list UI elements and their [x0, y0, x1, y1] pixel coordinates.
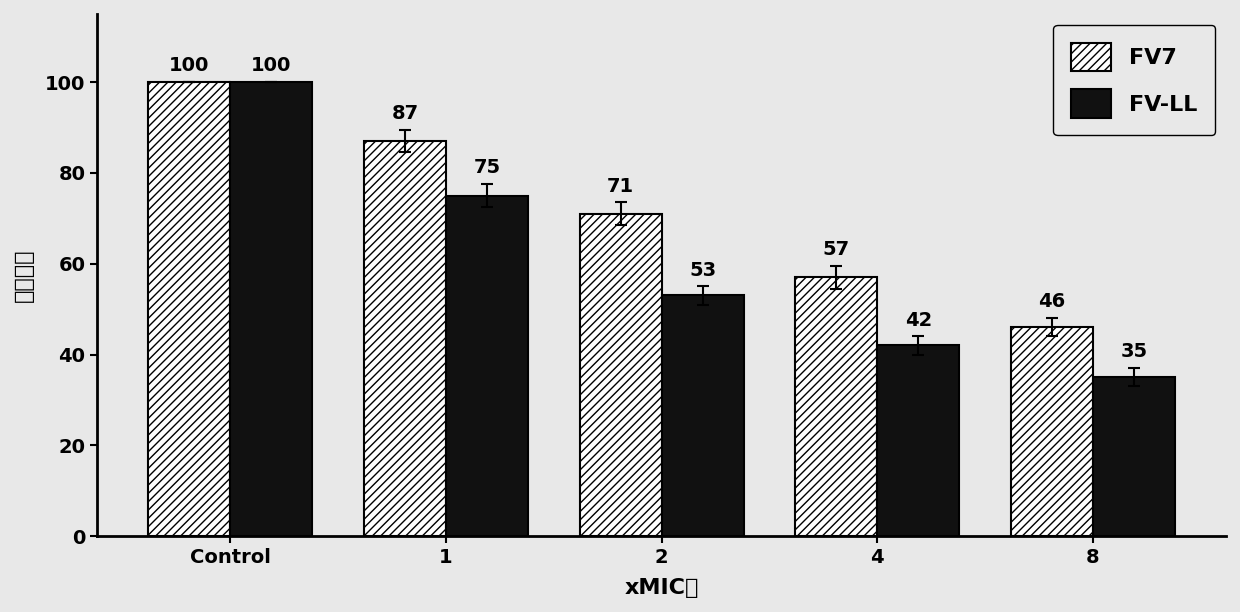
Text: 53: 53: [689, 261, 717, 280]
Bar: [231, 82, 312, 536]
Bar: [795, 277, 877, 536]
Y-axis label: 生物量％: 生物量％: [14, 248, 33, 302]
Legend: FV7, FV-LL: FV7, FV-LL: [1053, 25, 1215, 135]
Text: 35: 35: [1120, 342, 1147, 361]
Bar: [877, 345, 960, 536]
Bar: [149, 82, 231, 536]
Bar: [662, 296, 744, 536]
Text: 75: 75: [474, 159, 501, 177]
Text: 71: 71: [608, 176, 634, 196]
Text: 100: 100: [170, 56, 210, 75]
Text: 46: 46: [1038, 293, 1065, 312]
Bar: [1011, 327, 1092, 536]
Bar: [446, 196, 528, 536]
Text: 100: 100: [252, 56, 291, 75]
Text: 87: 87: [392, 104, 419, 123]
Bar: [365, 141, 446, 536]
Text: 42: 42: [905, 310, 931, 329]
X-axis label: xMIC值: xMIC值: [625, 578, 699, 598]
Bar: [580, 214, 662, 536]
Text: 57: 57: [822, 240, 849, 259]
Bar: [1092, 377, 1174, 536]
